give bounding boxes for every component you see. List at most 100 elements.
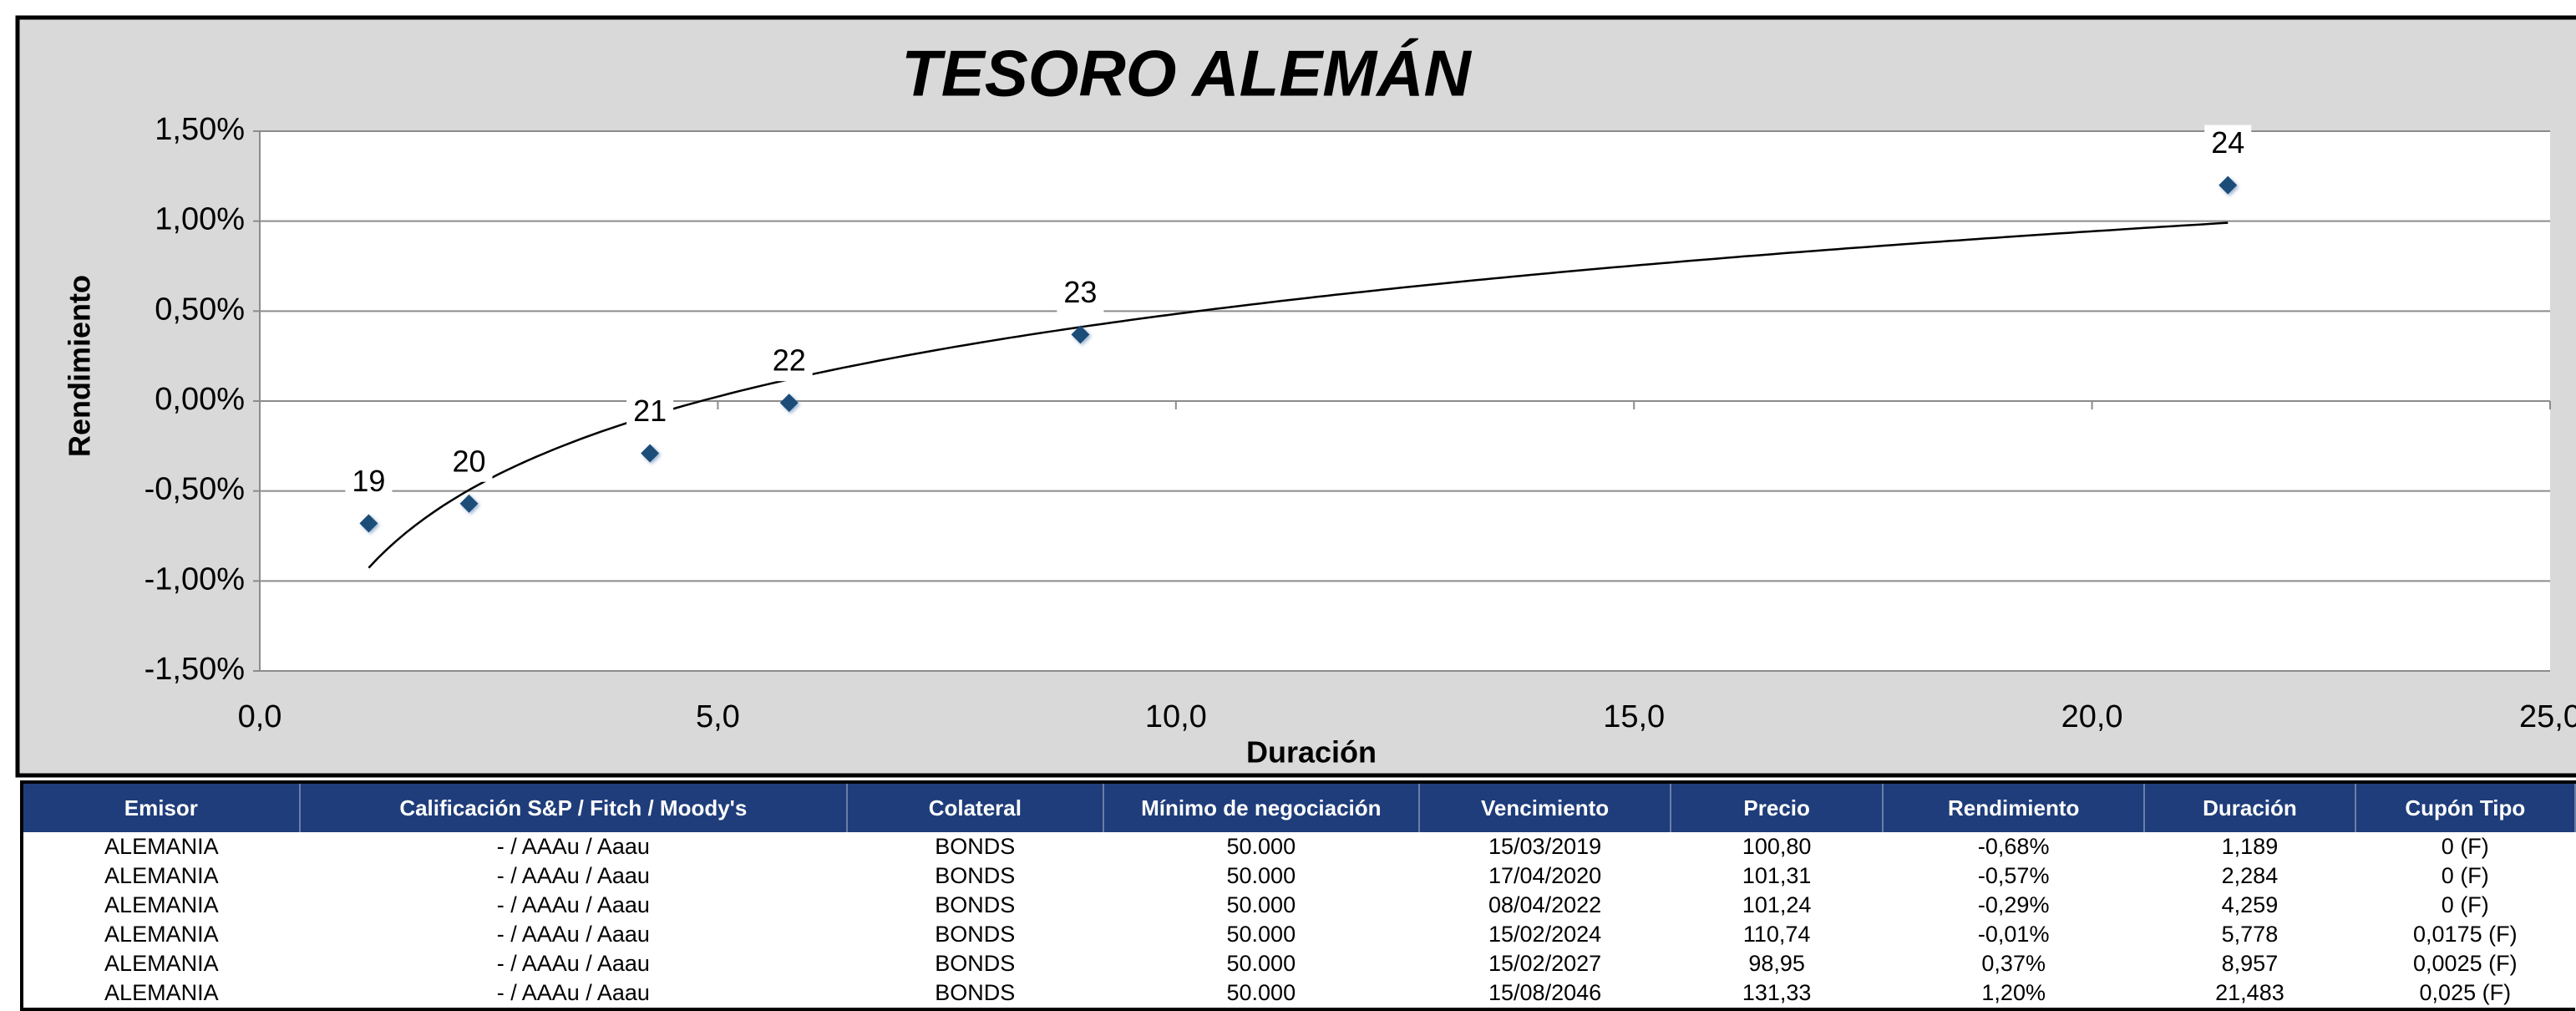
data-point xyxy=(359,514,378,533)
x-tick-label: 10,0 xyxy=(1145,699,1207,734)
table-cell: ALEMANIA xyxy=(104,951,219,976)
table-cell: 0 (F) xyxy=(2441,863,2489,888)
label-bg xyxy=(765,343,813,382)
header-row: Emisor Calificación S&P / Fitch / Moody's… xyxy=(22,782,2576,832)
label-bg xyxy=(2204,124,2252,164)
table-cell: BONDS xyxy=(935,951,1016,976)
table-cell: - / AAAu / Aaau xyxy=(496,892,650,917)
table-cell: 110,74 xyxy=(1742,922,1811,947)
x-tick-label: 15,0 xyxy=(1603,699,1665,734)
point-label: 20 xyxy=(452,444,485,478)
label-bg xyxy=(445,443,493,482)
table-cell: 8,957 xyxy=(2221,951,2279,976)
point-label: 23 xyxy=(1063,275,1097,309)
label-bg xyxy=(345,463,393,502)
table-cell: 100,80 xyxy=(1742,834,1812,859)
chart: TESORO ALEMÁN Rendimiento Duración -1,50… xyxy=(15,15,2576,778)
table-row: ALEMANIA - / AAAu / Aaau BONDS 50.000 15/03/… xyxy=(22,832,2575,861)
data-point xyxy=(459,494,479,513)
y-tick-label: -0,50% xyxy=(145,472,245,507)
data-point xyxy=(779,394,799,413)
table-cell: BONDS xyxy=(935,892,1016,917)
table-cell: BONDS xyxy=(935,834,1016,859)
table-cell: 0 (F) xyxy=(2441,834,2489,859)
table-cell: ALEMANIA xyxy=(104,980,219,1005)
x-tick-label: 20,0 xyxy=(2061,699,2123,734)
column-header: Vencimiento xyxy=(1418,782,1672,832)
table-cell: 50.000 xyxy=(1226,863,1296,888)
data-point xyxy=(1071,325,1090,344)
column-header: Duración xyxy=(2144,782,2356,832)
column-header: Calificación S&P / Fitch / Moody's xyxy=(299,782,848,832)
point-label: 24 xyxy=(2211,125,2244,160)
table-cell: -0,29% xyxy=(1977,892,2050,917)
table-cell: 21,483 xyxy=(2215,980,2284,1005)
table-cell: 1,20% xyxy=(1981,980,2046,1005)
table-cell: BONDS xyxy=(935,922,1016,947)
table-cell: - / AAAu / Aaau xyxy=(496,863,650,888)
y-tick-label: 0,00% xyxy=(155,382,245,417)
table-cell: 50.000 xyxy=(1226,834,1296,859)
table-row: ALEMANIA - / AAAu / Aaau BONDS 50.000 17/04/… xyxy=(22,861,2575,891)
table-cell: 50.000 xyxy=(1226,922,1296,947)
table-cell: 15/02/2024 xyxy=(1488,922,1602,947)
point-label: 21 xyxy=(633,394,667,428)
point-label: 19 xyxy=(352,464,385,498)
data-point xyxy=(641,444,660,463)
table-cell: 15/08/2046 xyxy=(1488,980,1602,1005)
column-header: Cupón Tipo xyxy=(2355,782,2576,832)
table-cell: 08/04/2022 xyxy=(1488,892,1602,917)
y-tick-label: 1,00% xyxy=(155,202,245,237)
label-bg xyxy=(1057,274,1104,313)
table-cell: 17/04/2020 xyxy=(1488,863,1602,888)
table-cell: 101,31 xyxy=(1742,863,1812,888)
table-row: ALEMANIA - / AAAu / Aaau BONDS 50.000 08/04/… xyxy=(22,891,2575,920)
table-cell: BONDS xyxy=(935,863,1016,888)
table-cell: 0,37% xyxy=(1981,951,2046,976)
table-cell: 98,95 xyxy=(1748,951,1805,976)
table-cell: 0 (F) xyxy=(2441,892,2489,917)
table-cell: 131,33 xyxy=(1742,980,1812,1005)
table-row: ALEMANIA - / AAAu / Aaau BONDS 50.000 15/02/… xyxy=(22,949,2575,978)
point-label: 22 xyxy=(773,343,806,378)
table-row: ALEMANIA - / AAAu / Aaau BONDS 50.000 15/02/… xyxy=(22,920,2575,949)
table-cell: 15/02/2027 xyxy=(1488,951,1602,976)
table-cell: - / AAAu / Aaau xyxy=(496,922,650,947)
x-tick-label: 5,0 xyxy=(696,699,740,734)
table-cell: 5,778 xyxy=(2221,922,2279,947)
y-axis-label: Rendimiento xyxy=(63,275,97,457)
y-tick-label: 0,50% xyxy=(155,292,245,327)
column-header: Rendimiento xyxy=(1883,782,2146,832)
label-bg xyxy=(626,393,674,432)
table-cell: BONDS xyxy=(935,980,1016,1005)
bond-table: Emisor Calificación S&P / Fitch / Moody's… xyxy=(20,780,2576,1011)
table-cell: - / AAAu / Aaau xyxy=(496,834,650,859)
table-cell: - / AAAu / Aaau xyxy=(496,980,650,1005)
x-tick-label: 25,0 xyxy=(2519,699,2576,734)
y-tick-label: -1,00% xyxy=(145,561,245,597)
table-cell: 0,0025 (F) xyxy=(2413,951,2518,976)
table-cell: - / AAAu / Aaau xyxy=(496,951,650,976)
column-header: Mínimo de negociación xyxy=(1103,782,1420,832)
table-cell: -0,01% xyxy=(1977,922,2050,947)
table-cell: ALEMANIA xyxy=(104,892,219,917)
table-cell: 50.000 xyxy=(1226,892,1296,917)
table-cell: 4,259 xyxy=(2221,892,2279,917)
table-cell: 2,284 xyxy=(2221,863,2279,888)
column-header: Colateral xyxy=(846,782,1104,832)
table-cell: 0,0175 (F) xyxy=(2413,922,2518,947)
chart-title: TESORO ALEMÁN xyxy=(901,37,1472,110)
table-cell: 101,24 xyxy=(1742,892,1812,917)
y-tick-label: -1,50% xyxy=(145,652,245,687)
x-axis-label: Duración xyxy=(1246,735,1377,770)
table-cell: 50.000 xyxy=(1226,951,1296,976)
y-tick-label: 1,50% xyxy=(155,112,245,147)
table-cell: -0,68% xyxy=(1977,834,2050,859)
data-point xyxy=(2219,175,2238,195)
table-cell: ALEMANIA xyxy=(104,922,219,947)
column-header: Precio xyxy=(1671,782,1884,832)
table-row: ALEMANIA - / AAAu / Aaau BONDS 50.000 15/08/… xyxy=(22,978,2575,1009)
trendline xyxy=(368,221,2229,569)
x-tick-label: 0,0 xyxy=(238,699,282,734)
